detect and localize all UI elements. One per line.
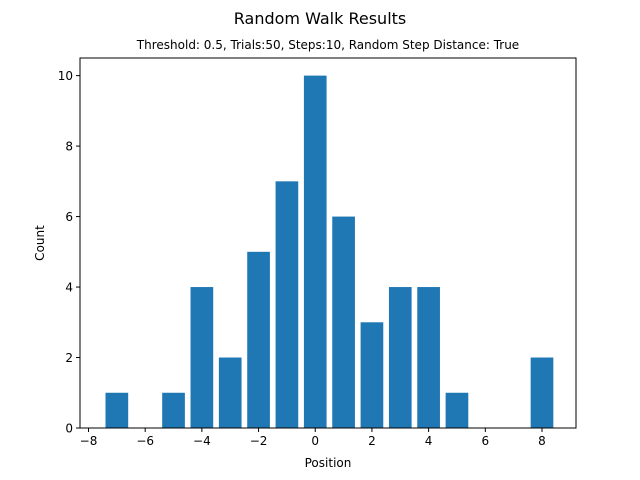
y-axis-label: Count: [33, 225, 47, 261]
bar: [417, 287, 440, 428]
bar: [105, 392, 129, 428]
bar: [218, 357, 242, 428]
x-tick-label: 2: [368, 434, 376, 448]
x-tick-label: −2: [250, 434, 268, 448]
y-axis: 0 2 4 6 8 10: [58, 69, 80, 436]
y-tick-label: 8: [65, 140, 73, 154]
bar: [445, 392, 469, 428]
x-tick-label: 4: [425, 434, 433, 448]
bar: [388, 287, 412, 428]
bar: [162, 392, 185, 428]
bar: [190, 287, 214, 428]
x-axis-label: Position: [305, 456, 352, 470]
chart-subtitle: Threshold: 0.5, Trials:50, Steps:10, Ran…: [136, 38, 519, 52]
x-tick-label: 0: [311, 434, 319, 448]
x-tick-label: −6: [136, 434, 154, 448]
bar: [247, 251, 270, 428]
y-tick-label: 0: [65, 422, 73, 436]
x-tick-label: 6: [481, 434, 489, 448]
chart-title: Random Walk Results: [234, 9, 407, 28]
bar-series: [105, 75, 554, 428]
bar: [530, 357, 554, 428]
x-axis: −8 −6 −4 −2 0 2 4 6 8: [80, 428, 546, 448]
y-tick-label: 6: [65, 210, 73, 224]
x-tick-label: −8: [80, 434, 98, 448]
x-tick-label: 8: [538, 434, 546, 448]
x-tick-label: −4: [193, 434, 211, 448]
plot-frame: [79, 57, 577, 429]
y-tick-label: 10: [58, 69, 73, 83]
bar: [360, 322, 384, 428]
bar: [275, 181, 299, 428]
bar: [303, 75, 327, 428]
bar: [332, 216, 355, 428]
y-tick-label: 2: [65, 351, 73, 365]
y-tick-label: 4: [65, 281, 73, 295]
